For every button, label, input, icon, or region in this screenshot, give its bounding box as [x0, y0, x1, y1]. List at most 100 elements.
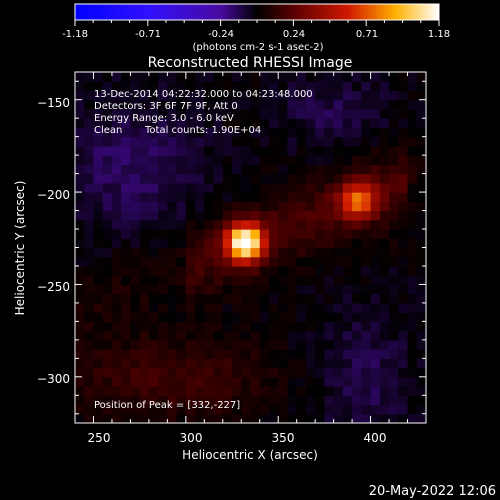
- heatmap-cell: [389, 219, 399, 230]
- heatmap-cell: [111, 413, 122, 423]
- heatmap-cell: [222, 219, 233, 230]
- heatmap-cell: [278, 386, 289, 396]
- heatmap-cell: [342, 90, 353, 101]
- heatmap-cell: [130, 321, 141, 332]
- heatmap-cell: [278, 330, 289, 341]
- heatmap-cell: [333, 145, 344, 156]
- heatmap-cell: [222, 395, 233, 406]
- heatmap-cell: [268, 173, 279, 184]
- heatmap-cell: [204, 192, 215, 202]
- heatmap-cell: [407, 404, 418, 415]
- x-axis-label: Heliocentric X (arcsec): [182, 448, 318, 462]
- heatmap-cell: [342, 136, 353, 147]
- heatmap-cell: [241, 339, 252, 350]
- heatmap-cell: [139, 72, 150, 82]
- heatmap-cell: [222, 339, 233, 350]
- heatmap-cell: [370, 247, 381, 258]
- heatmap-cell: [195, 192, 205, 202]
- heatmap-cell: [407, 302, 418, 313]
- heatmap-cell: [148, 145, 159, 156]
- heatmap-cell: [296, 386, 307, 396]
- heatmap-cell: [195, 173, 205, 184]
- heatmap-cell: [130, 173, 141, 184]
- heatmap-cell: [389, 275, 399, 286]
- heatmap-cell: [352, 136, 362, 147]
- heatmap-cell: [185, 118, 196, 129]
- heatmap-cell: [315, 90, 325, 101]
- heatmap-cell: [352, 265, 362, 276]
- heatmap-cell: [204, 118, 215, 129]
- heatmap-cell: [222, 265, 233, 276]
- heatmap-cell: [222, 256, 233, 267]
- heatmap-cell: [324, 265, 335, 276]
- heatmap-cell: [111, 201, 122, 212]
- heatmap-cell: [185, 127, 196, 138]
- heatmap-cell: [232, 81, 242, 92]
- heatmap-cell: [416, 256, 426, 267]
- heatmap-cell: [268, 164, 279, 175]
- heatmap-cell: [167, 367, 178, 378]
- heatmap-cell: [398, 312, 409, 322]
- heatmap-cell: [389, 265, 399, 276]
- heatmap-cell: [185, 99, 196, 110]
- heatmap-cell: [416, 349, 426, 359]
- heatmap-cell: [370, 192, 381, 202]
- heatmap-cell: [333, 99, 344, 110]
- heatmap-cell: [315, 136, 325, 147]
- heatmap-cell: [268, 358, 279, 369]
- heatmap-cell: [102, 229, 113, 239]
- heatmap-cell: [111, 404, 122, 415]
- heatmap-cell: [407, 192, 418, 202]
- heatmap-cell: [296, 81, 307, 92]
- heatmap-cell: [333, 293, 344, 304]
- heatmap-cell: [167, 182, 178, 193]
- heatmap-cell: [75, 265, 85, 276]
- heatmap-cell: [398, 164, 409, 175]
- heatmap-cell: [102, 182, 113, 193]
- y-tick-label: −250: [37, 280, 70, 294]
- heatmap-cell: [250, 256, 261, 267]
- heatmap-cell: [287, 395, 298, 406]
- heatmap-cell: [370, 284, 381, 295]
- heatmap-cell: [324, 293, 335, 304]
- heatmap-cell: [93, 127, 104, 138]
- heatmap-cell: [287, 302, 298, 313]
- heatmap-cell: [158, 330, 168, 341]
- heatmap-cell: [398, 210, 409, 221]
- heatmap-cell: [204, 293, 215, 304]
- heatmap-cell: [232, 358, 242, 369]
- heatmap-cell: [121, 413, 132, 423]
- heatmap-cell: [139, 219, 150, 230]
- heatmap-cell: [379, 72, 390, 82]
- heatmap-cell: [296, 155, 307, 165]
- heatmap-cell: [241, 90, 252, 101]
- heatmap-cell: [75, 192, 85, 202]
- heatmap-cell: [379, 339, 390, 350]
- heatmap-cell: [121, 210, 132, 221]
- heatmap-cell: [232, 265, 242, 276]
- heatmap-cell: [407, 395, 418, 406]
- heatmap-cell: [268, 229, 279, 239]
- heatmap-cell: [167, 376, 178, 387]
- heatmap-cell: [130, 164, 141, 175]
- heatmap-cell: [287, 201, 298, 212]
- heatmap-cell: [232, 321, 242, 332]
- heatmap-cell: [389, 293, 399, 304]
- heatmap-cell: [158, 293, 168, 304]
- heatmap-cell: [148, 72, 159, 82]
- heatmap-cell: [278, 404, 289, 415]
- heatmap-cell: [84, 275, 95, 286]
- heatmap-cell: [250, 155, 261, 165]
- heatmap-cell: [315, 127, 325, 138]
- heatmap-cell: [398, 293, 409, 304]
- heatmap-cell: [370, 136, 381, 147]
- heatmap-cell: [287, 118, 298, 129]
- heatmap-cell: [342, 201, 353, 212]
- heatmap-cell: [278, 339, 289, 350]
- heatmap-cell: [379, 275, 390, 286]
- heatmap-cell: [296, 413, 307, 423]
- heatmap-cell: [167, 145, 178, 156]
- heatmap-cell: [232, 201, 242, 212]
- heatmap-cell: [250, 219, 261, 230]
- heatmap-cell: [361, 164, 372, 175]
